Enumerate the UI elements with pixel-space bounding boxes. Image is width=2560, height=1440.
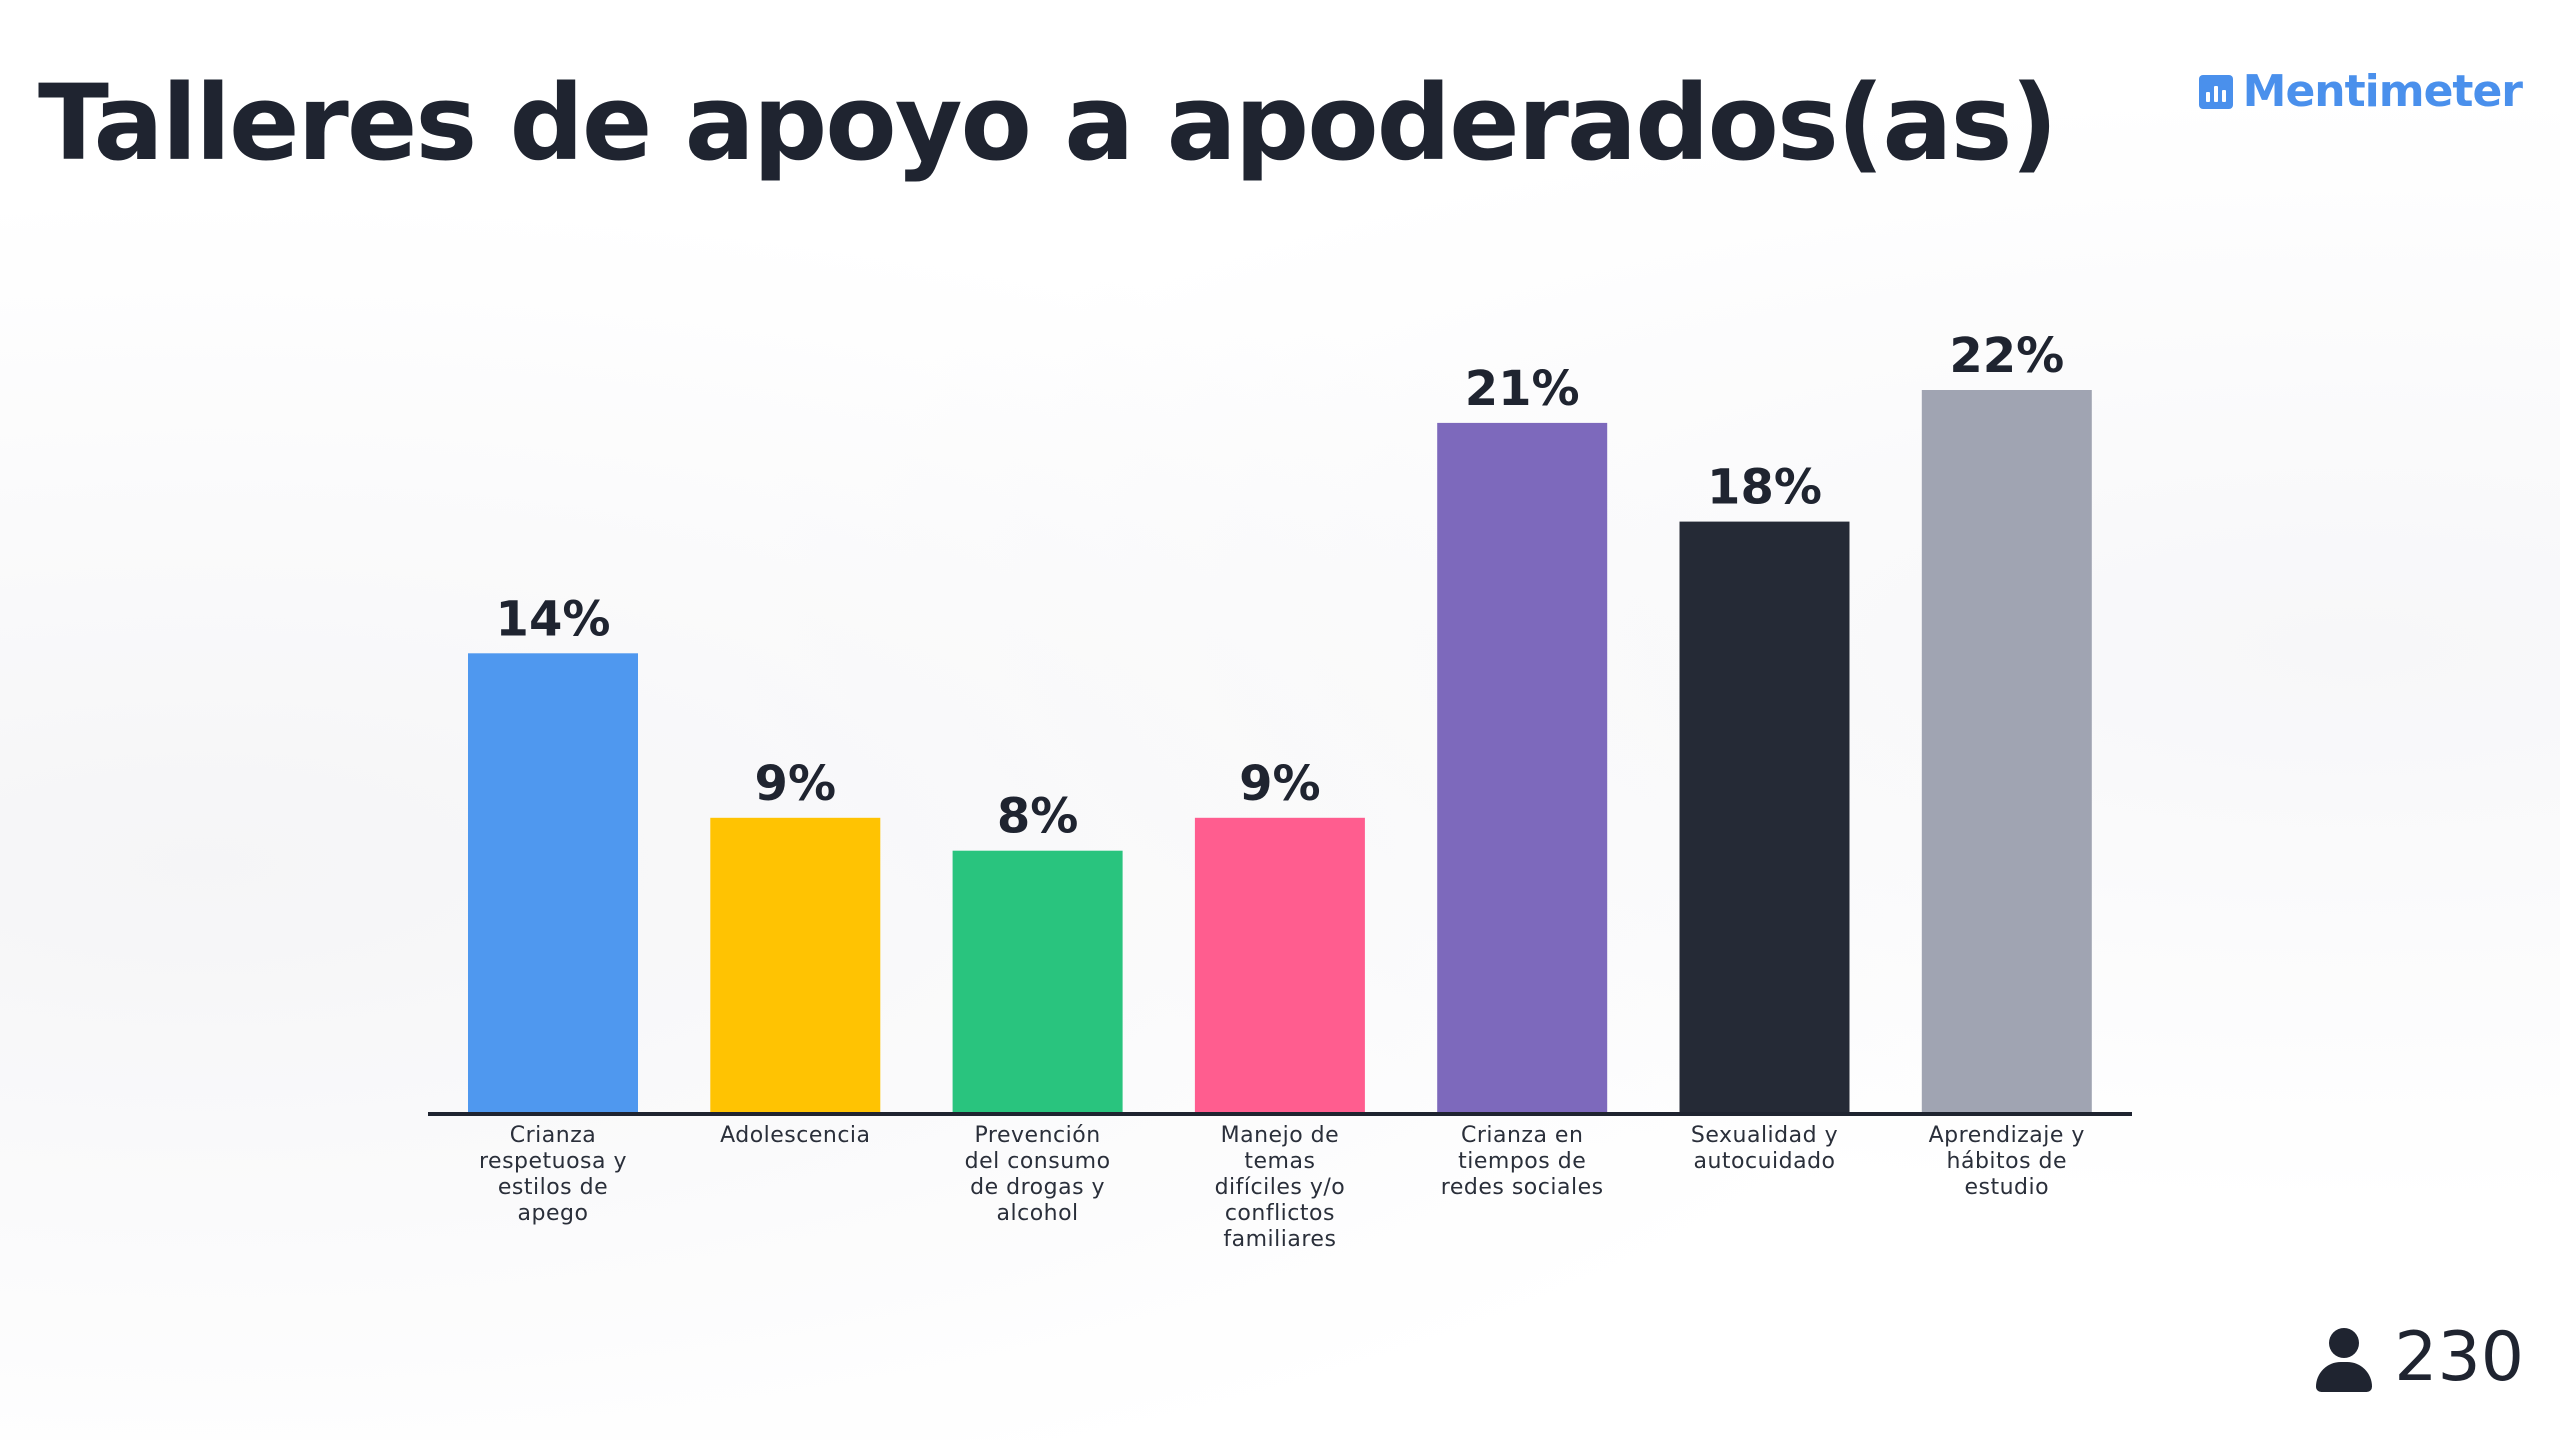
bar-0: [468, 653, 638, 1114]
bar-3: [1194, 817, 1365, 1114]
category-label-4: Crianza en tiempos de redes sociales: [1441, 1123, 1604, 1200]
brand-name: Mentimeter: [2242, 66, 2523, 117]
bar-value-label-3: 9%: [1239, 756, 1321, 812]
bar-5: [1679, 521, 1850, 1114]
bar-value-label-6: 22%: [1949, 328, 2064, 384]
page-title: Talleres de apoyo a apoderados(as): [38, 62, 2058, 184]
bar-value-label-1: 9%: [755, 756, 837, 812]
category-label-5: Sexualidad y autocuidado: [1691, 1123, 1838, 1174]
bar-value-label-2: 8%: [997, 789, 1079, 845]
bar-value-label-4: 21%: [1465, 361, 1580, 417]
bar-1: [710, 817, 881, 1114]
bar-value-label-5: 18%: [1707, 460, 1822, 516]
participant-count-value: 230: [2394, 1318, 2524, 1397]
participant-count: 230: [2316, 1324, 2524, 1392]
category-label-2: Prevención del consumo de drogas y alcohol: [965, 1123, 1111, 1226]
category-label-6: Aprendizaje y hábitos de estudio: [1929, 1123, 2085, 1200]
brand-logo: Mentimeter: [2198, 66, 2523, 117]
bar-6: [1921, 390, 2092, 1114]
person-icon: [2316, 1328, 2373, 1392]
bar-2: [952, 850, 1123, 1114]
mentimeter-logo-icon: [2198, 74, 2233, 109]
bar-4: [1437, 422, 1608, 1114]
bar-value-label-0: 14%: [496, 591, 611, 647]
category-label-1: Adolescencia: [720, 1123, 870, 1148]
category-label-3: Manejo de temas difíciles y/o conflictos fam…: [1215, 1123, 1346, 1252]
category-label-0: Crianza respetuosa y estilos de apego: [479, 1123, 627, 1226]
